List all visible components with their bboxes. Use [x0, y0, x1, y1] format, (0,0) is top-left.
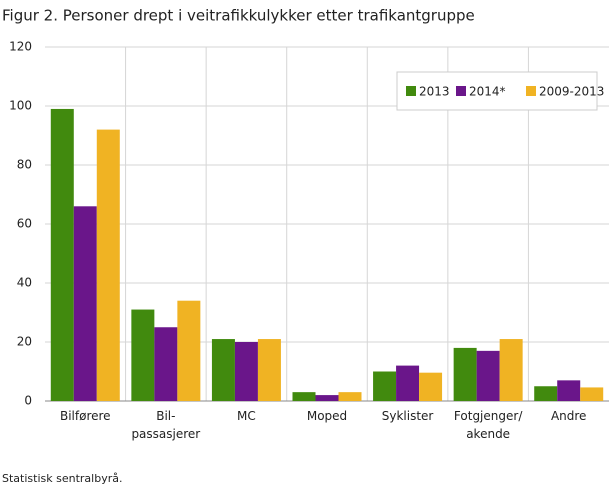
legend-swatch — [456, 86, 466, 96]
chart-title: Figur 2. Personer drept i veitrafikkulyk… — [2, 7, 475, 25]
bar — [257, 339, 281, 401]
x-tick-label: Moped — [306, 409, 348, 423]
bar — [453, 347, 477, 401]
x-tick-label: Bilførere — [59, 409, 111, 423]
bar — [557, 380, 581, 401]
legend-box — [396, 71, 598, 111]
bar — [396, 365, 420, 401]
legend-label: 2009-2013 — [539, 85, 604, 99]
bar — [50, 108, 74, 401]
y-tick-label: 60 — [17, 217, 32, 231]
bar — [177, 300, 201, 401]
bar — [154, 327, 178, 401]
bar — [211, 339, 235, 401]
bar — [292, 392, 316, 401]
y-tick-label: 120 — [9, 40, 32, 54]
bar — [131, 309, 155, 401]
x-tick-label: Fotgjenger/ akende — [453, 409, 523, 441]
y-tick-label: 0 — [24, 394, 32, 408]
bar — [419, 372, 443, 401]
legend-label: 2014* — [469, 85, 506, 99]
y-tick-label: 20 — [17, 335, 32, 349]
bar — [96, 129, 120, 401]
legend-label: 2013 — [419, 85, 450, 99]
x-tick-label: Bil- passasjerer — [131, 409, 201, 441]
y-tick-label: 100 — [9, 99, 32, 113]
source: Statistisk sentralbyrå. — [2, 472, 122, 485]
x-tick-label: Syklister — [381, 409, 434, 423]
y-tick-label: 80 — [17, 158, 32, 172]
bar — [580, 387, 604, 401]
bar — [373, 371, 397, 401]
bar — [338, 392, 362, 401]
x-tick-label: MC — [237, 409, 256, 423]
bar — [234, 342, 258, 401]
bar — [476, 350, 500, 401]
bar — [499, 339, 523, 401]
x-tick-label: Andre — [550, 409, 587, 423]
bar — [534, 386, 558, 401]
legend-swatch — [526, 86, 536, 96]
bar — [315, 395, 339, 401]
bar — [73, 206, 97, 401]
y-tick-label: 40 — [17, 276, 32, 290]
legend-swatch — [406, 86, 416, 96]
